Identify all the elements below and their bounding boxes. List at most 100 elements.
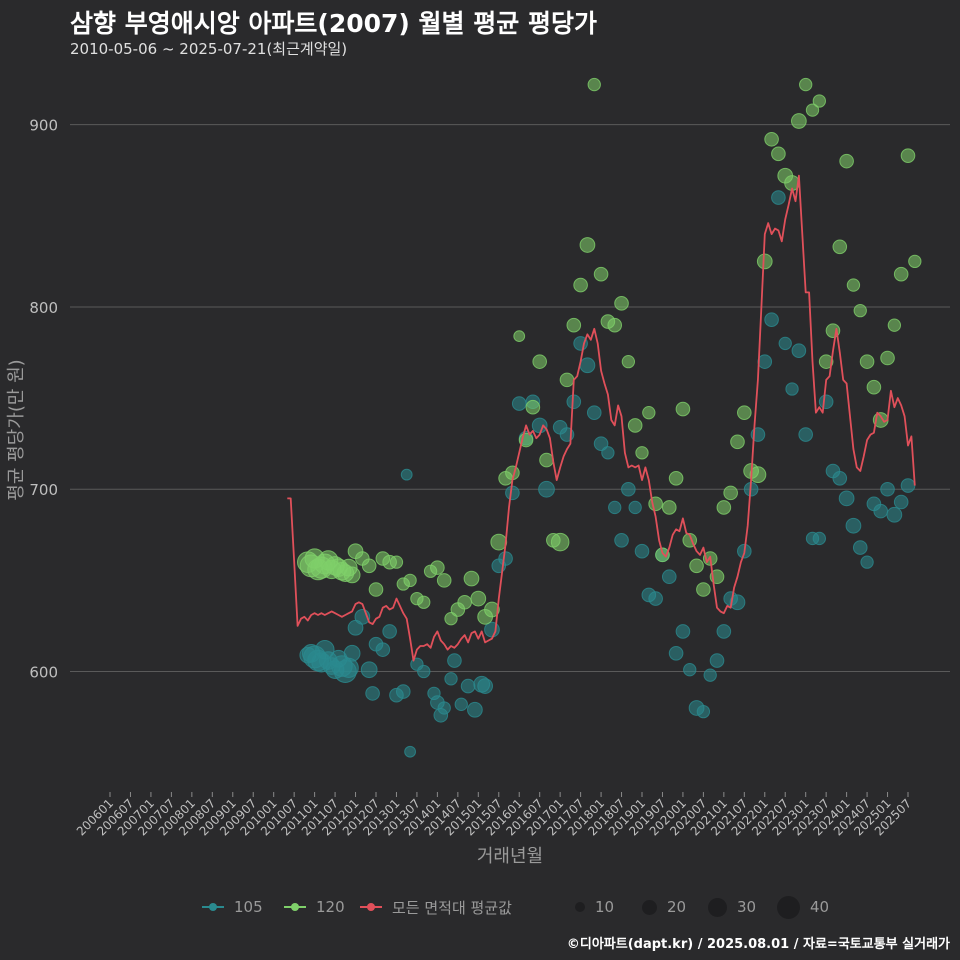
- point-105: [785, 382, 799, 396]
- point-105: [444, 672, 458, 686]
- point-120: [559, 372, 575, 388]
- legend-size-40: 40: [777, 893, 829, 921]
- x-tick-labels: 2006012006072007012007072008012008072009…: [74, 792, 914, 839]
- point-120: [343, 566, 361, 584]
- x-axis-label: 거래년월: [477, 846, 543, 867]
- point-105: [531, 417, 548, 434]
- point-105: [538, 480, 555, 498]
- point-120: [621, 354, 636, 369]
- legend-size-20: 20: [642, 893, 686, 921]
- footer-credit: ©디아파트(dapt.kr) / 2025.08.01 / 자료=국토교통부 실…: [566, 937, 950, 952]
- point-120: [771, 146, 786, 162]
- point-105: [343, 644, 361, 662]
- point-120: [593, 266, 609, 282]
- point-105: [593, 436, 609, 451]
- point-120: [587, 77, 601, 92]
- point-105: [498, 551, 513, 566]
- point-105: [365, 686, 380, 701]
- point-105: [696, 704, 711, 719]
- point-120: [675, 401, 691, 417]
- point-120: [818, 354, 834, 369]
- point-120: [417, 595, 431, 609]
- point-120: [368, 582, 384, 597]
- point-105: [757, 354, 773, 369]
- point-105: [729, 594, 746, 611]
- point-105: [614, 532, 629, 548]
- point-105: [382, 624, 397, 639]
- point-120: [389, 555, 404, 569]
- point-105: [375, 642, 391, 657]
- point-120: [756, 253, 773, 270]
- legend-size-10: 10: [575, 893, 614, 921]
- legend-size-30: 30: [708, 893, 756, 921]
- point-120: [470, 590, 487, 607]
- y-tick-labels: 600 700 800 900: [29, 117, 58, 682]
- legend-size-label-30: 30: [737, 898, 757, 916]
- legend-item-120: 120: [282, 893, 345, 921]
- legend-label-average: 모든 면적대 평균값: [392, 898, 512, 917]
- point-105: [395, 684, 411, 699]
- point-120: [661, 500, 677, 515]
- point-105: [400, 468, 413, 481]
- point-120: [655, 547, 670, 563]
- legend: 105 120 모든 면적대 평균값 10 20 30 40: [0, 893, 960, 921]
- point-105: [791, 343, 807, 359]
- chart-title: 삼향 부영애시앙 아파트(2007) 월별 평균 평당가: [70, 9, 597, 38]
- point-120: [846, 278, 861, 292]
- point-120: [539, 452, 554, 468]
- point-120: [900, 148, 916, 163]
- point-120: [791, 113, 807, 129]
- point-120: [607, 317, 623, 333]
- point-120: [749, 466, 767, 484]
- point-105: [417, 664, 431, 679]
- point-105: [608, 500, 622, 515]
- point-120: [716, 500, 732, 515]
- point-105: [832, 471, 848, 486]
- point-105: [634, 543, 650, 559]
- y-tick-label: 600: [29, 664, 58, 682]
- y-tick-label: 700: [29, 481, 58, 499]
- chart-subtitle: 2010-05-06 ~ 2025-07-21(최근계약일): [70, 40, 348, 58]
- average-price-line: [287, 174, 916, 662]
- point-105: [338, 657, 359, 678]
- point-120: [839, 153, 854, 169]
- point-120: [403, 573, 417, 588]
- point-120: [463, 570, 480, 587]
- legend-label-120: 120: [316, 898, 345, 916]
- point-120: [866, 379, 882, 395]
- point-105: [886, 506, 903, 523]
- point-120: [812, 94, 826, 108]
- point-120: [566, 317, 582, 333]
- point-120: [430, 560, 445, 575]
- point-105: [586, 405, 602, 420]
- point-105: [437, 701, 451, 715]
- point-120: [627, 418, 643, 433]
- point-105: [771, 190, 786, 205]
- point-105: [838, 490, 855, 507]
- point-120: [887, 318, 902, 332]
- legend-label-105: 105: [234, 898, 263, 916]
- point-120: [859, 354, 875, 369]
- point-105: [764, 312, 779, 328]
- point-105: [798, 427, 813, 442]
- point-120: [893, 266, 909, 282]
- point-120: [853, 303, 867, 318]
- point-105: [621, 481, 636, 497]
- series-120-points: [296, 77, 922, 626]
- point-120: [635, 446, 649, 460]
- point-105: [404, 745, 416, 758]
- y-axis-label: 평균 평당가(만 원): [6, 359, 27, 500]
- point-105: [873, 503, 889, 519]
- point-120: [696, 582, 711, 597]
- point-105: [675, 624, 691, 639]
- point-105: [579, 357, 596, 374]
- point-105: [852, 540, 868, 555]
- point-120: [573, 277, 588, 293]
- grid-lines: [70, 124, 950, 673]
- point-105: [778, 336, 792, 351]
- legend-size-label-10: 10: [595, 898, 615, 916]
- point-120: [525, 399, 541, 415]
- series-105-points: [299, 190, 916, 758]
- point-105: [860, 555, 874, 569]
